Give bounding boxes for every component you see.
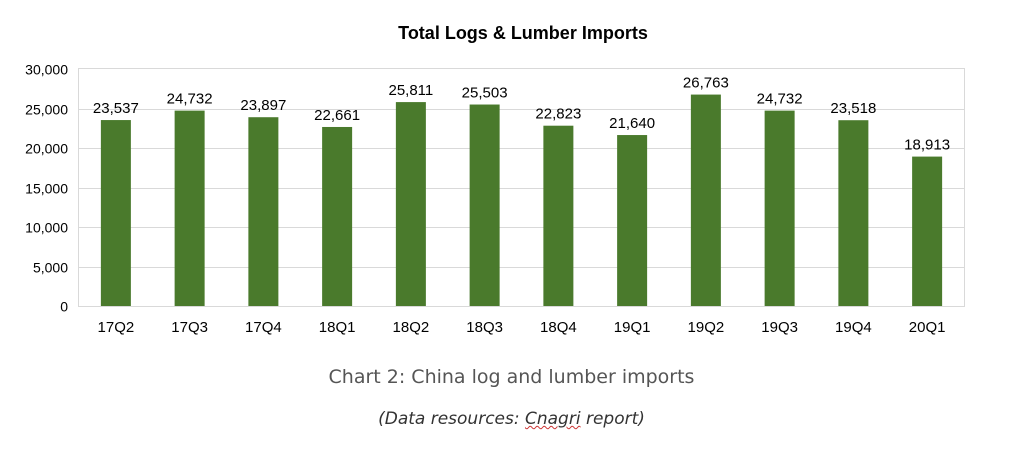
chart-title: Total Logs & Lumber Imports <box>398 23 648 43</box>
y-tick-label: 25,000 <box>25 102 68 118</box>
bar <box>469 104 500 306</box>
data-labels: 23,537 24,732 23,897 22,661 25,811 25,503 22,8… <box>93 75 950 154</box>
data-label: 23,897 <box>240 97 286 114</box>
bar <box>395 102 426 306</box>
data-label: 23,518 <box>830 100 876 117</box>
bar <box>248 117 279 306</box>
bar <box>174 110 205 306</box>
y-tick-label: 0 <box>60 299 68 315</box>
y-tick-label: 5,000 <box>33 260 68 276</box>
bar <box>617 135 648 306</box>
x-tick-label: 18Q2 <box>393 319 430 336</box>
bar <box>100 120 131 306</box>
bar <box>764 110 795 306</box>
x-tick-label: 20Q1 <box>909 319 946 336</box>
source-suffix: report) <box>580 409 645 429</box>
plot-area <box>78 68 965 307</box>
y-tick-label: 30,000 <box>25 62 68 78</box>
data-label: 25,811 <box>388 82 433 99</box>
data-label: 24,732 <box>167 91 213 108</box>
bar <box>838 120 869 307</box>
source-prefix: (Data resources: <box>378 409 525 429</box>
data-label: 18,913 <box>904 137 950 154</box>
data-label: 22,823 <box>535 106 581 123</box>
x-tick-label: 18Q4 <box>540 319 577 336</box>
data-label: 25,503 <box>462 85 508 102</box>
x-tick-label: 19Q2 <box>688 319 725 336</box>
x-tick-label: 18Q1 <box>319 319 356 336</box>
x-tick-label: 17Q4 <box>245 319 282 336</box>
x-tick-label: 19Q1 <box>614 319 651 336</box>
data-label: 22,661 <box>314 107 360 124</box>
x-tick-label: 19Q3 <box>761 319 798 336</box>
y-tick-label: 15,000 <box>25 181 68 197</box>
bar <box>912 156 943 306</box>
bar <box>543 125 574 306</box>
data-label: 24,732 <box>757 91 803 108</box>
y-tick-label: 10,000 <box>25 220 68 236</box>
bars <box>100 94 943 307</box>
data-source-note: (Data resources: Cnagri report) <box>0 409 1023 429</box>
bar <box>690 94 721 307</box>
x-tick-label: 17Q3 <box>171 319 208 336</box>
x-tick-label: 17Q2 <box>98 319 135 336</box>
x-axis-ticks: 17Q2 17Q3 17Q4 18Q1 18Q2 18Q3 18Q4 19Q1 19Q2 19Q3… <box>98 319 946 336</box>
source-name: Cnagri <box>524 409 581 429</box>
y-axis-ticks: 0 5,000 10,000 15,000 20,000 25,000 30,000 <box>25 62 68 315</box>
chart-caption: Chart 2: China log and lumber imports <box>328 366 695 388</box>
bar <box>322 126 353 306</box>
y-tick-label: 20,000 <box>25 141 68 157</box>
data-label: 23,537 <box>93 100 139 117</box>
gridlines <box>79 109 964 268</box>
data-label: 26,763 <box>683 75 729 92</box>
x-tick-label: 18Q3 <box>466 319 503 336</box>
x-tick-label: 19Q4 <box>835 319 872 336</box>
data-label: 21,640 <box>609 115 655 132</box>
